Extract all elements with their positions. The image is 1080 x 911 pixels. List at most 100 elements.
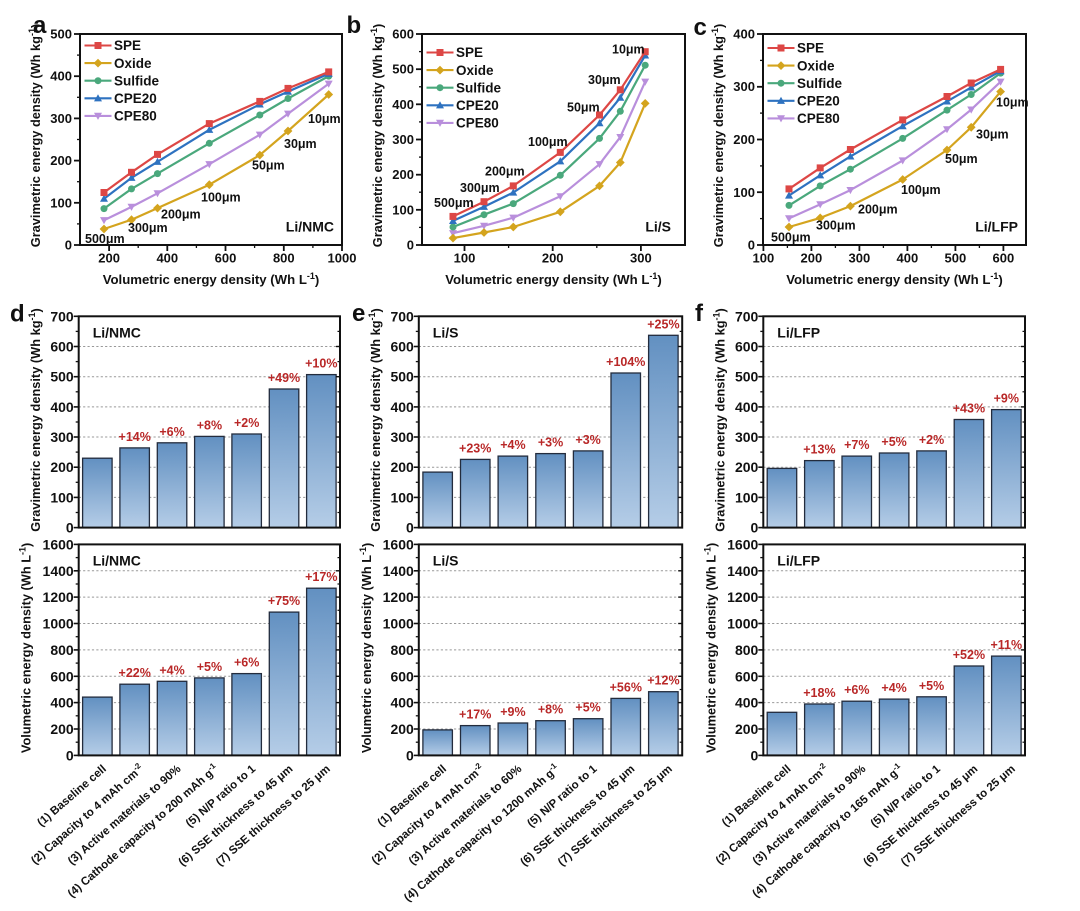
svg-text:+5%: +5% <box>881 435 906 449</box>
svg-text:f: f <box>695 300 704 327</box>
svg-text:Sulfide: Sulfide <box>114 73 159 88</box>
svg-text:+7%: +7% <box>844 438 869 452</box>
svg-text:Oxide: Oxide <box>797 58 835 73</box>
svg-text:1400: 1400 <box>727 563 758 579</box>
svg-text:+10%: +10% <box>305 357 337 371</box>
svg-text:700: 700 <box>50 308 74 324</box>
svg-text:Volumetric energy density (Wh: Volumetric energy density (Wh L-1) <box>786 271 1003 288</box>
svg-text:0: 0 <box>751 520 759 536</box>
svg-text:1600: 1600 <box>43 536 74 552</box>
svg-text:400: 400 <box>390 695 414 711</box>
svg-text:+18%: +18% <box>803 686 835 700</box>
svg-text:+9%: +9% <box>500 705 525 719</box>
svg-text:+11%: +11% <box>990 638 1022 652</box>
svg-text:400: 400 <box>733 27 755 42</box>
svg-text:+43%: +43% <box>953 402 985 416</box>
svg-text:0: 0 <box>66 520 74 536</box>
svg-text:Li/NMC: Li/NMC <box>93 552 141 568</box>
svg-text:+2%: +2% <box>919 433 944 447</box>
svg-text:500: 500 <box>50 27 72 42</box>
svg-text:1400: 1400 <box>43 563 74 579</box>
svg-text:+6%: +6% <box>234 656 259 670</box>
svg-text:0: 0 <box>65 238 72 253</box>
svg-text:Volumetric energy density (Wh: Volumetric energy density (Wh L-1) <box>18 543 35 753</box>
svg-text:600: 600 <box>735 668 759 684</box>
svg-text:500: 500 <box>945 251 967 266</box>
svg-text:100: 100 <box>735 489 759 505</box>
svg-text:100: 100 <box>753 251 775 266</box>
svg-text:600: 600 <box>735 339 759 355</box>
svg-text:CPE20: CPE20 <box>114 91 157 106</box>
svg-text:200: 200 <box>50 153 72 168</box>
svg-text:200: 200 <box>50 721 74 737</box>
svg-text:1200: 1200 <box>43 589 74 605</box>
svg-text:200: 200 <box>801 251 823 266</box>
svg-text:+25%: +25% <box>647 317 679 331</box>
svg-text:10μm: 10μm <box>308 112 341 126</box>
svg-text:a: a <box>33 12 47 39</box>
svg-text:Li/S: Li/S <box>433 324 459 340</box>
svg-text:Li/S: Li/S <box>645 219 671 235</box>
svg-text:+4%: +4% <box>500 438 525 452</box>
svg-text:10μm: 10μm <box>612 43 645 57</box>
svg-text:1200: 1200 <box>383 589 414 605</box>
svg-text:b: b <box>347 12 362 39</box>
svg-text:0: 0 <box>406 747 414 763</box>
svg-text:400: 400 <box>156 251 178 266</box>
svg-text:100μm: 100μm <box>528 135 568 149</box>
svg-text:Oxide: Oxide <box>114 56 152 71</box>
svg-text:600: 600 <box>50 668 74 684</box>
svg-text:300: 300 <box>849 251 871 266</box>
svg-text:100: 100 <box>390 489 414 505</box>
svg-text:100: 100 <box>50 489 74 505</box>
svg-text:200: 200 <box>50 459 74 475</box>
svg-text:500μm: 500μm <box>85 232 125 246</box>
svg-text:30μm: 30μm <box>588 73 621 87</box>
svg-text:1200: 1200 <box>727 589 758 605</box>
svg-text:SPE: SPE <box>114 38 141 53</box>
svg-text:SPE: SPE <box>456 45 483 60</box>
svg-text:+49%: +49% <box>268 371 300 385</box>
svg-text:+23%: +23% <box>459 441 491 455</box>
svg-text:100: 100 <box>50 195 72 210</box>
svg-text:SPE: SPE <box>797 41 824 56</box>
svg-text:Volumetric energy density (Wh: Volumetric energy density (Wh L-1) <box>702 543 719 753</box>
svg-text:1000: 1000 <box>328 251 357 266</box>
svg-text:1400: 1400 <box>383 563 414 579</box>
svg-text:200: 200 <box>735 721 759 737</box>
svg-text:1600: 1600 <box>383 536 414 552</box>
svg-text:300μm: 300μm <box>128 221 168 235</box>
svg-text:+4%: +4% <box>881 681 906 695</box>
svg-text:Sulfide: Sulfide <box>797 76 842 91</box>
svg-text:(1) Baseline cell: (1) Baseline cell <box>376 763 449 829</box>
svg-text:400: 400 <box>392 97 414 112</box>
svg-text:800: 800 <box>50 642 74 658</box>
svg-text:+104%: +104% <box>606 355 645 369</box>
svg-text:e: e <box>352 300 365 327</box>
svg-text:+17%: +17% <box>459 708 491 722</box>
svg-text:200: 200 <box>735 459 759 475</box>
svg-text:50μm: 50μm <box>567 101 600 115</box>
svg-text:100μm: 100μm <box>901 183 941 197</box>
svg-text:600: 600 <box>390 339 414 355</box>
svg-text:30μm: 30μm <box>976 128 1009 142</box>
svg-text:CPE80: CPE80 <box>114 109 157 124</box>
svg-text:400: 400 <box>50 399 74 415</box>
svg-text:Li/LFP: Li/LFP <box>777 552 820 568</box>
svg-text:300: 300 <box>733 79 755 94</box>
svg-text:Volumetric energy density (Wh: Volumetric energy density (Wh L-1) <box>358 543 375 753</box>
svg-text:+5%: +5% <box>197 660 222 674</box>
svg-text:+5%: +5% <box>919 679 944 693</box>
svg-text:600: 600 <box>993 251 1015 266</box>
svg-text:800: 800 <box>735 642 759 658</box>
svg-text:100μm: 100μm <box>201 191 241 205</box>
svg-text:+13%: +13% <box>803 443 835 457</box>
svg-text:+14%: +14% <box>119 430 151 444</box>
svg-text:200μm: 200μm <box>858 203 898 217</box>
svg-text:500: 500 <box>50 369 74 385</box>
svg-text:Oxide: Oxide <box>456 63 494 78</box>
svg-text:400: 400 <box>50 69 72 84</box>
svg-text:300: 300 <box>735 429 759 445</box>
svg-text:800: 800 <box>273 251 295 266</box>
svg-text:Gravimetric energy density (Wh: Gravimetric energy density (Wh kg-1) <box>27 308 44 532</box>
